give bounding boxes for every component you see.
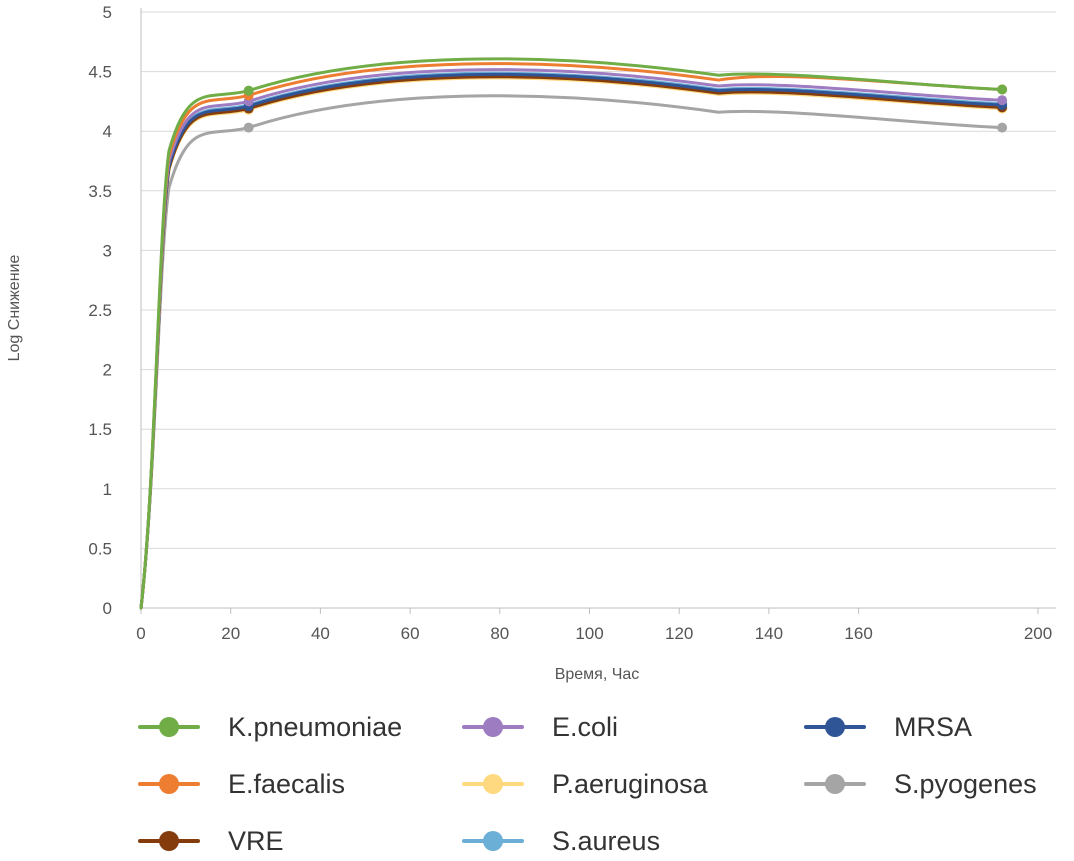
y-tick-label: 5 bbox=[103, 3, 112, 22]
y-tick-label: 1 bbox=[103, 480, 112, 499]
series-line-MRSA bbox=[139, 72, 1004, 610]
legend-label: E.coli bbox=[552, 711, 619, 742]
legend-item: P.aeruginosa bbox=[462, 764, 708, 804]
line-chart: 0 0.5 1 1.5 2 2.5 3 3.5 4 4.5 5 0 20 40 60 80 100 120 140… bbox=[6, 3, 1056, 683]
x-tick-label: 160 bbox=[844, 624, 872, 643]
y-tick-label: 0.5 bbox=[88, 539, 112, 558]
data-point-K.pneumoniae bbox=[997, 84, 1008, 95]
series-line-E.coli bbox=[139, 68, 1004, 610]
data-point-S.pyogenes bbox=[997, 122, 1008, 133]
legend-label: K.pneumoniae bbox=[228, 711, 403, 742]
series-line-K.pneumoniae bbox=[139, 57, 1004, 610]
data-point-E.coli bbox=[997, 95, 1008, 106]
data-point-K.pneumoniae bbox=[243, 85, 254, 96]
series-line-P.aeruginosa bbox=[139, 76, 1004, 610]
x-tick-label: 200 bbox=[1024, 624, 1052, 643]
legend-swatch bbox=[804, 707, 866, 747]
x-tick-label: 80 bbox=[490, 624, 509, 643]
legend-label: P.aeruginosa bbox=[552, 768, 708, 799]
x-tick-label: 20 bbox=[221, 624, 240, 643]
x-tick-label: 100 bbox=[575, 624, 603, 643]
y-tick-label: 4.5 bbox=[88, 63, 112, 82]
legend-item: S.aureus bbox=[462, 821, 660, 861]
legend-swatch bbox=[138, 707, 200, 747]
legend-item: VRE bbox=[138, 821, 284, 861]
series-line-S.aureus bbox=[139, 71, 1004, 610]
chart-legend: K.pneumoniae E.coli MRSA E.faecalis P.aerugi… bbox=[0, 700, 1074, 858]
y-tick-label: 2.5 bbox=[88, 301, 112, 320]
series-line-VRE bbox=[139, 75, 1004, 610]
x-tick-label: 140 bbox=[755, 624, 783, 643]
x-tick-label: 120 bbox=[665, 624, 693, 643]
x-tick-label: 60 bbox=[401, 624, 420, 643]
legend-swatch bbox=[804, 764, 866, 804]
y-tick-label: 0 bbox=[103, 599, 112, 618]
legend-swatch bbox=[462, 707, 524, 747]
legend-label: E.faecalis bbox=[228, 768, 346, 799]
legend-swatch bbox=[462, 764, 524, 804]
data-point-S.pyogenes bbox=[243, 122, 254, 133]
legend-label: S.pyogenes bbox=[894, 768, 1037, 799]
legend-label: S.aureus bbox=[552, 825, 661, 856]
series-line-E.faecalis bbox=[139, 62, 1004, 610]
legend-item: K.pneumoniae bbox=[138, 707, 402, 747]
legend-item: S.pyogenes bbox=[804, 764, 1037, 804]
y-tick-labels: 0 0.5 1 1.5 2 2.5 3 3.5 4 4.5 5 bbox=[88, 3, 112, 618]
legend-item: E.coli bbox=[462, 707, 618, 747]
legend-swatch bbox=[138, 821, 200, 861]
y-tick-label: 2 bbox=[103, 361, 112, 380]
legend-item: MRSA bbox=[804, 707, 972, 747]
legend-swatch bbox=[462, 821, 524, 861]
y-axis-title: Log Снижение bbox=[6, 255, 23, 362]
y-tick-label: 1.5 bbox=[88, 420, 112, 439]
x-tick-label: 0 bbox=[136, 624, 145, 643]
legend-label: MRSA bbox=[894, 711, 973, 742]
legend-swatch bbox=[138, 764, 200, 804]
axes bbox=[140, 8, 1056, 609]
series-line-S.pyogenes bbox=[139, 94, 1004, 610]
x-tick-labels: 0 20 40 60 80 100 120 140 160 200 bbox=[136, 608, 1052, 643]
y-tick-label: 3 bbox=[103, 241, 112, 260]
grid-lines bbox=[141, 11, 1056, 549]
series-lines bbox=[139, 57, 1008, 610]
x-tick-label: 40 bbox=[311, 624, 330, 643]
x-axis-title: Время, Час bbox=[555, 666, 640, 683]
y-tick-label: 3.5 bbox=[88, 182, 112, 201]
legend-label: VRE bbox=[228, 825, 284, 856]
legend-item: E.faecalis bbox=[138, 764, 345, 804]
y-tick-label: 4 bbox=[103, 122, 112, 141]
